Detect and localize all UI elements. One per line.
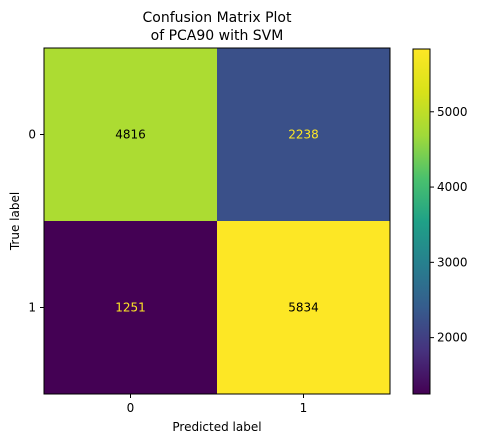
y-tick-label-1: 1 — [28, 301, 36, 315]
chart-title-line-1: Confusion Matrix Plot — [142, 10, 292, 26]
matrix-cell-1-0 — [44, 221, 217, 394]
matrix-cell-value-1-1: 5834 — [288, 301, 319, 315]
colorbar-tick-label-2: 4000 — [437, 180, 468, 194]
y-axis-label: True label — [8, 192, 22, 251]
colorbar-ticks: 2000 3000 4000 5000 — [430, 105, 468, 345]
matrix-cell-value-1-0: 1251 — [115, 301, 146, 315]
colorbar-tick-label-3: 5000 — [437, 105, 468, 119]
x-axis-label: Predicted label — [172, 420, 261, 434]
matrix-cells: 4816 2238 1251 5834 — [44, 48, 390, 394]
y-axis-ticks: 01 — [28, 128, 44, 315]
matrix-cell-value-0-0: 4816 — [115, 128, 146, 142]
colorbar-tick-label-1: 3000 — [437, 255, 468, 269]
plot-frame — [43, 47, 391, 395]
chart-title-line-2: of PCA90 with SVM — [151, 28, 284, 44]
x-tick-label-1: 1 — [300, 401, 308, 415]
matrix-cell-0-0 — [44, 48, 217, 221]
matrix-cell-1-1 — [217, 221, 390, 394]
x-tick-label-0: 0 — [127, 401, 135, 415]
colorbar — [412, 48, 431, 395]
colorbar-tick-label-0: 2000 — [437, 331, 468, 345]
y-tick-label-0: 0 — [28, 128, 36, 142]
matrix-cell-0-1 — [217, 48, 390, 221]
matrix-cell-value-0-1: 2238 — [288, 128, 319, 142]
